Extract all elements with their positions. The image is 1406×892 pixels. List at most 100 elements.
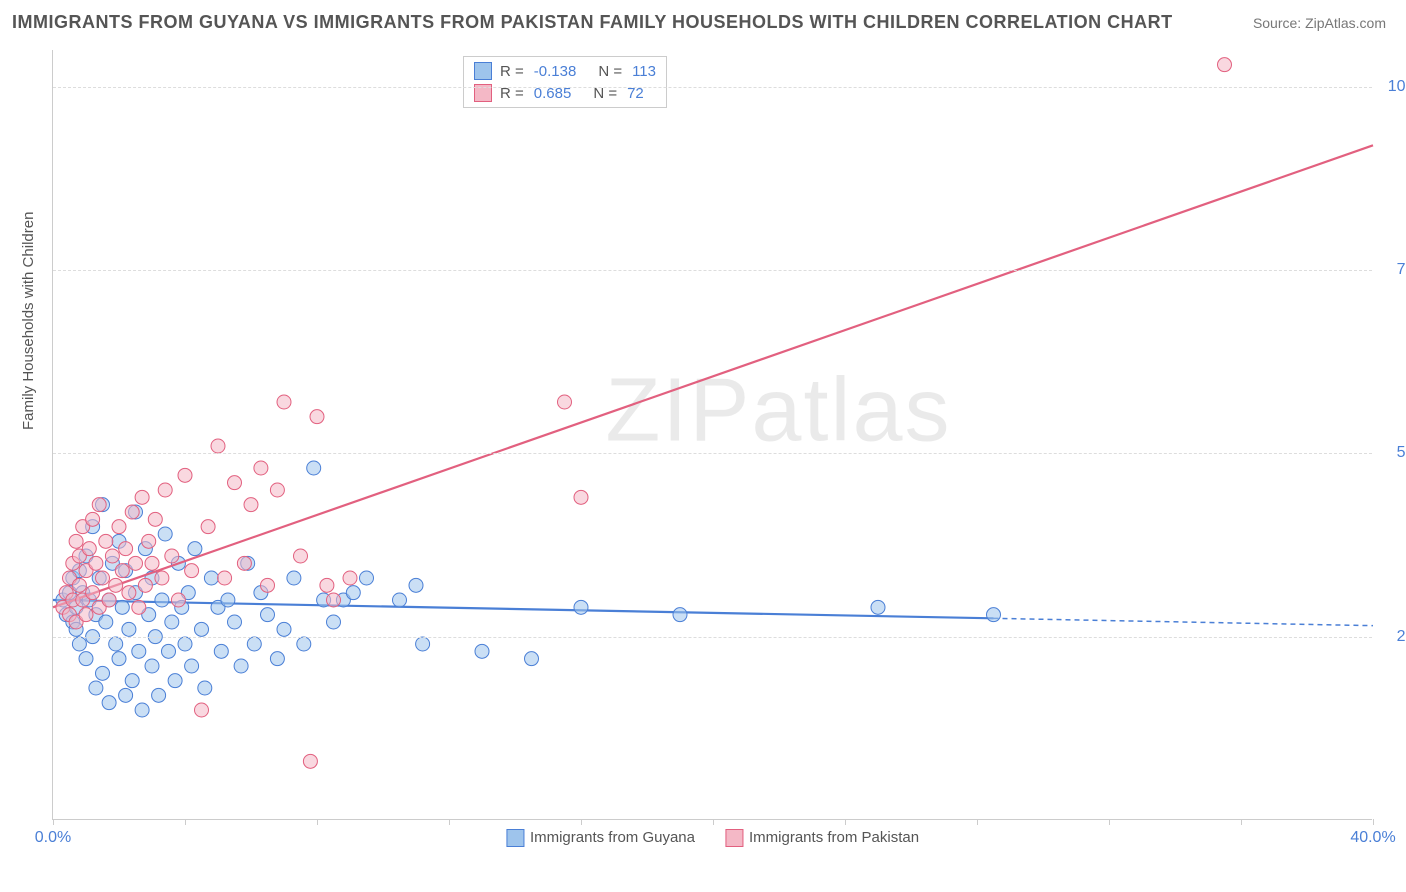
data-point xyxy=(96,571,110,585)
x-tick-mark xyxy=(713,819,714,825)
data-point xyxy=(343,571,357,585)
data-point xyxy=(297,637,311,651)
legend-row-pakistan: R = 0.685 N = 72 xyxy=(464,82,666,104)
data-point xyxy=(119,542,133,556)
y-tick-label: 75.0% xyxy=(1382,261,1406,279)
data-point xyxy=(125,505,139,519)
regression-line xyxy=(53,145,1373,607)
legend-box: R = -0.138 N = 113 R = 0.685 N = 72 xyxy=(463,56,667,108)
data-point xyxy=(303,754,317,768)
y-tick-label: 100.0% xyxy=(1382,78,1406,96)
data-point xyxy=(214,644,228,658)
bottom-legend-guyana: Immigrants from Guyana xyxy=(506,829,695,847)
data-point xyxy=(574,600,588,614)
data-point xyxy=(79,652,93,666)
legend-n-label: N = xyxy=(598,63,622,80)
data-point xyxy=(211,439,225,453)
data-point xyxy=(105,549,119,563)
x-tick-mark xyxy=(581,819,582,825)
swatch-guyana xyxy=(474,62,492,80)
data-point xyxy=(195,703,209,717)
data-point xyxy=(327,593,341,607)
data-point xyxy=(195,622,209,636)
data-point xyxy=(178,468,192,482)
source-label: Source: ZipAtlas.com xyxy=(1253,15,1386,31)
gridline xyxy=(53,637,1372,638)
data-point xyxy=(92,498,106,512)
legend-r-guyana: -0.138 xyxy=(534,63,577,80)
x-tick-mark xyxy=(1109,819,1110,825)
data-point xyxy=(204,571,218,585)
data-point xyxy=(132,644,146,658)
data-point xyxy=(360,571,374,585)
data-point xyxy=(155,571,169,585)
x-tick-mark xyxy=(977,819,978,825)
data-point xyxy=(277,395,291,409)
bottom-legend-pakistan: Immigrants from Pakistan xyxy=(725,829,919,847)
regression-extension xyxy=(994,618,1374,625)
data-point xyxy=(132,600,146,614)
data-point xyxy=(247,637,261,651)
data-point xyxy=(145,556,159,570)
data-point xyxy=(234,659,248,673)
data-point xyxy=(475,644,489,658)
data-point xyxy=(270,652,284,666)
gridline xyxy=(53,87,1372,88)
data-point xyxy=(158,527,172,541)
x-tick-mark xyxy=(1241,819,1242,825)
data-point xyxy=(416,637,430,651)
data-point xyxy=(115,564,129,578)
data-point xyxy=(102,696,116,710)
data-point xyxy=(185,659,199,673)
data-point xyxy=(165,615,179,629)
data-point xyxy=(244,498,258,512)
data-point xyxy=(168,674,182,688)
data-point xyxy=(89,556,103,570)
data-point xyxy=(310,410,324,424)
x-tick-mark xyxy=(185,819,186,825)
x-tick-label: 0.0% xyxy=(35,829,71,847)
data-point xyxy=(165,549,179,563)
data-point xyxy=(294,549,308,563)
data-point xyxy=(254,461,268,475)
x-tick-mark xyxy=(53,819,54,825)
data-point xyxy=(201,520,215,534)
chart-title: IMMIGRANTS FROM GUYANA VS IMMIGRANTS FRO… xyxy=(12,12,1173,33)
data-point xyxy=(221,593,235,607)
data-point xyxy=(346,586,360,600)
data-point xyxy=(307,461,321,475)
data-point xyxy=(125,674,139,688)
y-tick-label: 50.0% xyxy=(1382,444,1406,462)
data-point xyxy=(102,593,116,607)
data-point xyxy=(409,578,423,592)
data-point xyxy=(99,615,113,629)
chart-area: ZIPatlas R = -0.138 N = 113 R = 0.685 N … xyxy=(52,50,1372,820)
data-point xyxy=(1218,58,1232,72)
data-point xyxy=(99,534,113,548)
data-point xyxy=(574,490,588,504)
data-point xyxy=(148,512,162,526)
data-point xyxy=(112,652,126,666)
data-point xyxy=(198,681,212,695)
data-point xyxy=(96,666,110,680)
swatch-pakistan xyxy=(725,829,743,847)
data-point xyxy=(327,615,341,629)
data-point xyxy=(218,571,232,585)
svg-layer xyxy=(53,50,1373,820)
data-point xyxy=(525,652,539,666)
regression-line xyxy=(53,600,994,618)
data-point xyxy=(112,520,126,534)
x-tick-mark xyxy=(1373,819,1374,825)
data-point xyxy=(135,703,149,717)
swatch-guyana xyxy=(506,829,524,847)
data-point xyxy=(155,593,169,607)
data-point xyxy=(237,556,251,570)
data-point xyxy=(86,512,100,526)
legend-row-guyana: R = -0.138 N = 113 xyxy=(464,60,666,82)
data-point xyxy=(86,586,100,600)
data-point xyxy=(871,600,885,614)
data-point xyxy=(673,608,687,622)
data-point xyxy=(109,637,123,651)
data-point xyxy=(277,622,291,636)
plot-region: ZIPatlas R = -0.138 N = 113 R = 0.685 N … xyxy=(52,50,1372,820)
